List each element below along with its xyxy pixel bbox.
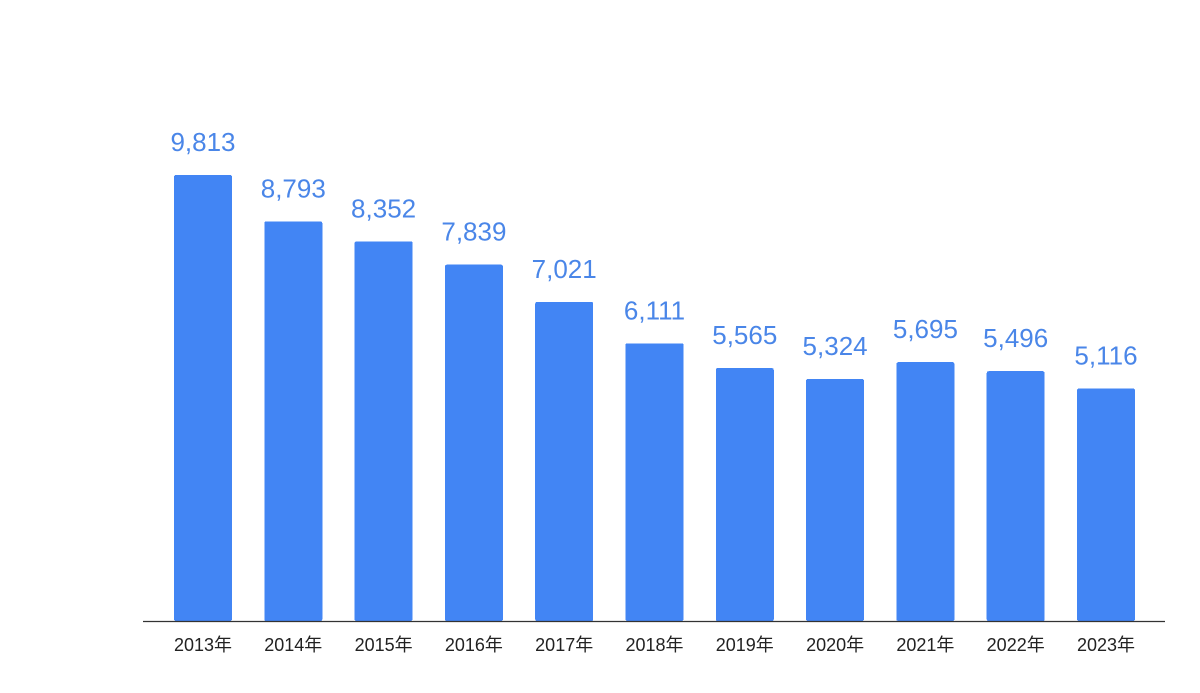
bars-group: [174, 175, 1135, 621]
x-tick-label-6: 2019年: [716, 635, 774, 655]
x-tick-label-8: 2021年: [896, 635, 954, 655]
value-label-2: 8,352: [351, 193, 416, 223]
value-label-9: 5,496: [983, 323, 1048, 353]
value-label-10: 5,116: [1074, 341, 1137, 371]
bar-8: [896, 362, 955, 621]
value-label-7: 5,324: [803, 331, 868, 361]
x-tick-label-7: 2020年: [806, 635, 864, 655]
bar-6: [715, 368, 774, 621]
x-tick-label-9: 2022年: [987, 635, 1045, 655]
value-label-4: 7,021: [532, 254, 597, 284]
x-tick-label-1: 2014年: [264, 635, 322, 655]
bar-5: [625, 343, 684, 621]
bar-4: [535, 301, 594, 621]
value-label-3: 7,839: [441, 217, 506, 247]
bar-1: [264, 221, 323, 621]
value-label-5: 6,111: [624, 295, 685, 325]
value-label-8: 5,695: [893, 314, 958, 344]
value-label-6: 5,565: [712, 320, 777, 350]
value-label-1: 8,793: [261, 173, 326, 203]
x-tick-label-10: 2023年: [1077, 635, 1135, 655]
x-tick-label-5: 2018年: [625, 635, 683, 655]
value-label-0: 9,813: [170, 127, 235, 157]
x-tick-label-2: 2015年: [355, 635, 413, 655]
x-tick-label-0: 2013年: [174, 635, 232, 655]
bar-2: [354, 241, 413, 621]
x-tick-labels-group: 2013年 2014年 2015年 2016年 2017年 2018年 2019年 2020年…: [174, 635, 1135, 655]
bar-7: [806, 379, 865, 621]
bar-9: [986, 371, 1045, 621]
bar-10: [1077, 388, 1135, 621]
x-tick-label-4: 2017年: [535, 635, 593, 655]
bar-0: [174, 175, 232, 621]
x-tick-label-3: 2016年: [445, 635, 503, 655]
value-labels-group: 9,813 8,793 8,352 7,839 7,021 6,111 5,565 5,324…: [170, 127, 1137, 371]
bar-3: [444, 264, 503, 621]
